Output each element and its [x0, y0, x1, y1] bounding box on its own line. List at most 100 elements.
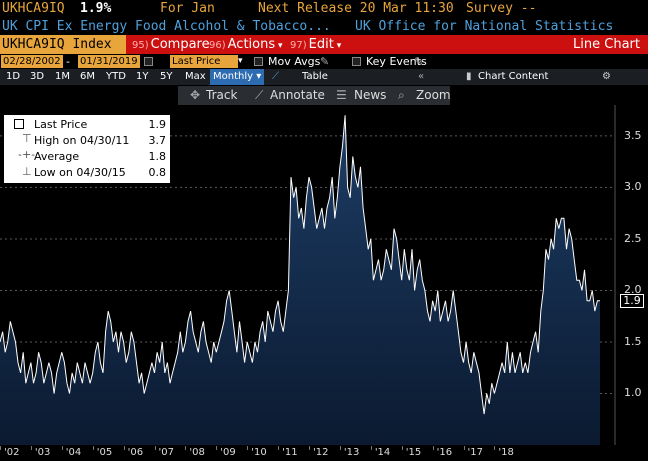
legend-value: 3.7	[148, 134, 167, 147]
key-events-label[interactable]: Key Events	[366, 55, 427, 68]
chart-content-icon: ▮	[466, 71, 472, 82]
y-tick-label: 1.5	[624, 334, 642, 348]
survey: Survey --	[466, 1, 537, 16]
x-tick-label: '18	[498, 447, 514, 458]
annotate-button[interactable]: Annotate	[270, 88, 325, 102]
header-row: UKHCA9IQ 1.9% For Jan Next Release 20 Ma…	[0, 0, 648, 18]
index-field[interactable]: UKHCA9IQ Index	[0, 35, 126, 54]
edit-button[interactable]: 97) Edit ▾	[290, 37, 342, 52]
x-axis: '02 '03 '04 '05 '06 '07 '08 '09 '10 '11 '12 '13 '14 '…	[0, 446, 648, 461]
x-tick-label: '05	[96, 447, 113, 458]
x-tick-mark	[494, 446, 496, 450]
compare-button[interactable]: 95) Compare	[132, 37, 210, 52]
ticker-symbol: UKHCA9IQ	[2, 1, 65, 16]
average-marker-icon: -+-	[18, 148, 36, 161]
legend-label: High on 04/30/11	[34, 134, 130, 147]
mov-avgs-checkbox[interactable]	[254, 57, 263, 66]
track-button[interactable]: Track	[206, 88, 238, 102]
frequency-select[interactable]: Monthly ▾	[210, 69, 265, 85]
calendar-icon[interactable]	[144, 57, 153, 66]
news-icon: ☰	[336, 88, 347, 102]
chart-content-button[interactable]: Chart Content	[478, 71, 549, 82]
x-tick-label: '10	[251, 447, 267, 458]
x-tick-mark	[61, 446, 63, 450]
high-marker-icon: ⊤	[22, 132, 32, 145]
actions-button[interactable]: 96) Actions ▾	[209, 37, 283, 52]
track-icon: ✥	[190, 88, 201, 102]
x-tick-mark	[154, 446, 156, 450]
x-tick-mark	[185, 446, 187, 450]
annotate-icon: ⟋	[255, 88, 264, 102]
x-tick-label: '07	[158, 447, 174, 458]
y-tick-label: 2.5	[624, 231, 642, 245]
description-row: UK CPI Ex Energy Food Alcohol & Tobacco.…	[0, 18, 648, 35]
x-tick-mark	[309, 446, 310, 450]
pencil-icon[interactable]: ✎	[414, 55, 424, 68]
legend-square-icon	[14, 119, 24, 129]
x-tick-mark	[30, 446, 32, 450]
x-tick-mark	[401, 446, 403, 450]
chart-type-label[interactable]: Line Chart	[573, 37, 640, 52]
period-max[interactable]: Max	[185, 71, 206, 82]
x-tick-label: '12	[313, 447, 329, 458]
x-tick-mark	[370, 446, 372, 450]
range-bar: 02/28/2002 - 01/31/2019 Last Price ▾ Mov…	[0, 54, 648, 69]
pencil-icon[interactable]: ✎	[320, 55, 330, 68]
x-tick-mark	[432, 446, 434, 450]
x-tick-mark	[92, 446, 94, 450]
gear-icon[interactable]: ⚙	[602, 71, 611, 82]
period-5y[interactable]: 5Y	[160, 71, 173, 82]
x-tick-label: '03	[34, 447, 51, 458]
legend-box: Last Price 1.9 ⊤ High on 04/30/11 3.7 -+…	[4, 115, 170, 183]
x-tick-label: '04	[65, 447, 82, 458]
period-ytd[interactable]: YTD	[106, 71, 126, 82]
period-1d[interactable]: 1D	[6, 71, 21, 82]
x-tick-mark	[278, 446, 280, 450]
line-chart-icon[interactable]: ⟋	[272, 71, 279, 82]
chevron-down-icon[interactable]: ▾	[238, 56, 243, 66]
zoom-button[interactable]: Zoom	[416, 88, 451, 102]
news-button[interactable]: News	[354, 88, 387, 102]
end-date-field[interactable]: 01/31/2019	[78, 55, 140, 68]
legend-label: Average	[34, 150, 80, 163]
release-period: For Jan	[160, 1, 215, 16]
legend-label: Last Price	[34, 118, 88, 131]
collapse-icon[interactable]: «	[418, 71, 425, 82]
mov-avgs-label[interactable]: Mov Avgs	[268, 55, 321, 68]
command-bar: UKHCA9IQ Index 95) Compare 96) Actions ▾ 9…	[0, 35, 648, 54]
x-tick-mark	[247, 446, 249, 450]
price-chart[interactable]	[0, 105, 648, 445]
x-tick-label: '15	[405, 447, 422, 458]
x-tick-label: '17	[467, 447, 483, 458]
start-date-field[interactable]: 02/28/2002	[1, 55, 63, 68]
period-1y[interactable]: 1Y	[136, 71, 149, 82]
x-tick-label: '13	[343, 447, 360, 458]
x-tick-label: '08	[189, 447, 205, 458]
next-release: Next Release 20 Mar 11:30	[258, 1, 454, 16]
x-tick-label: '14	[374, 447, 391, 458]
security-description: UK CPI Ex Energy Food Alcohol & Tobacco.…	[2, 19, 331, 34]
period-bar: 1D 3D 1M 6M YTD 1Y 5Y Max Monthly ▾ ⟋ Ta…	[0, 69, 648, 85]
x-tick-mark	[123, 446, 125, 450]
legend-label: Low on 04/30/15	[34, 166, 126, 179]
last-price: 1.9%	[80, 1, 112, 16]
x-tick-label: '06	[127, 447, 144, 458]
y-tick-label: 1.0	[624, 386, 642, 400]
chart-toolbar: ✥ Track ⟋ Annotate ☰ News ⌕ Zoom	[0, 86, 648, 105]
period-6m[interactable]: 6M	[80, 71, 95, 82]
low-marker-icon: ⊥	[22, 165, 32, 178]
field-select[interactable]: Last Price	[170, 55, 238, 68]
table-button[interactable]: Table	[302, 71, 328, 82]
y-tick-label: 3.5	[624, 128, 642, 142]
period-1m[interactable]: 1M	[55, 71, 70, 82]
key-events-checkbox[interactable]	[352, 57, 361, 66]
series-area	[0, 115, 600, 445]
legend-value: 0.8	[148, 166, 167, 179]
series-line	[0, 115, 600, 415]
period-3d[interactable]: 3D	[30, 71, 45, 82]
legend-value: 1.8	[148, 150, 167, 163]
x-tick-label: '11	[282, 447, 298, 458]
x-tick-mark	[216, 446, 218, 450]
x-tick-label: '16	[436, 447, 453, 458]
x-tick-mark	[339, 446, 341, 450]
